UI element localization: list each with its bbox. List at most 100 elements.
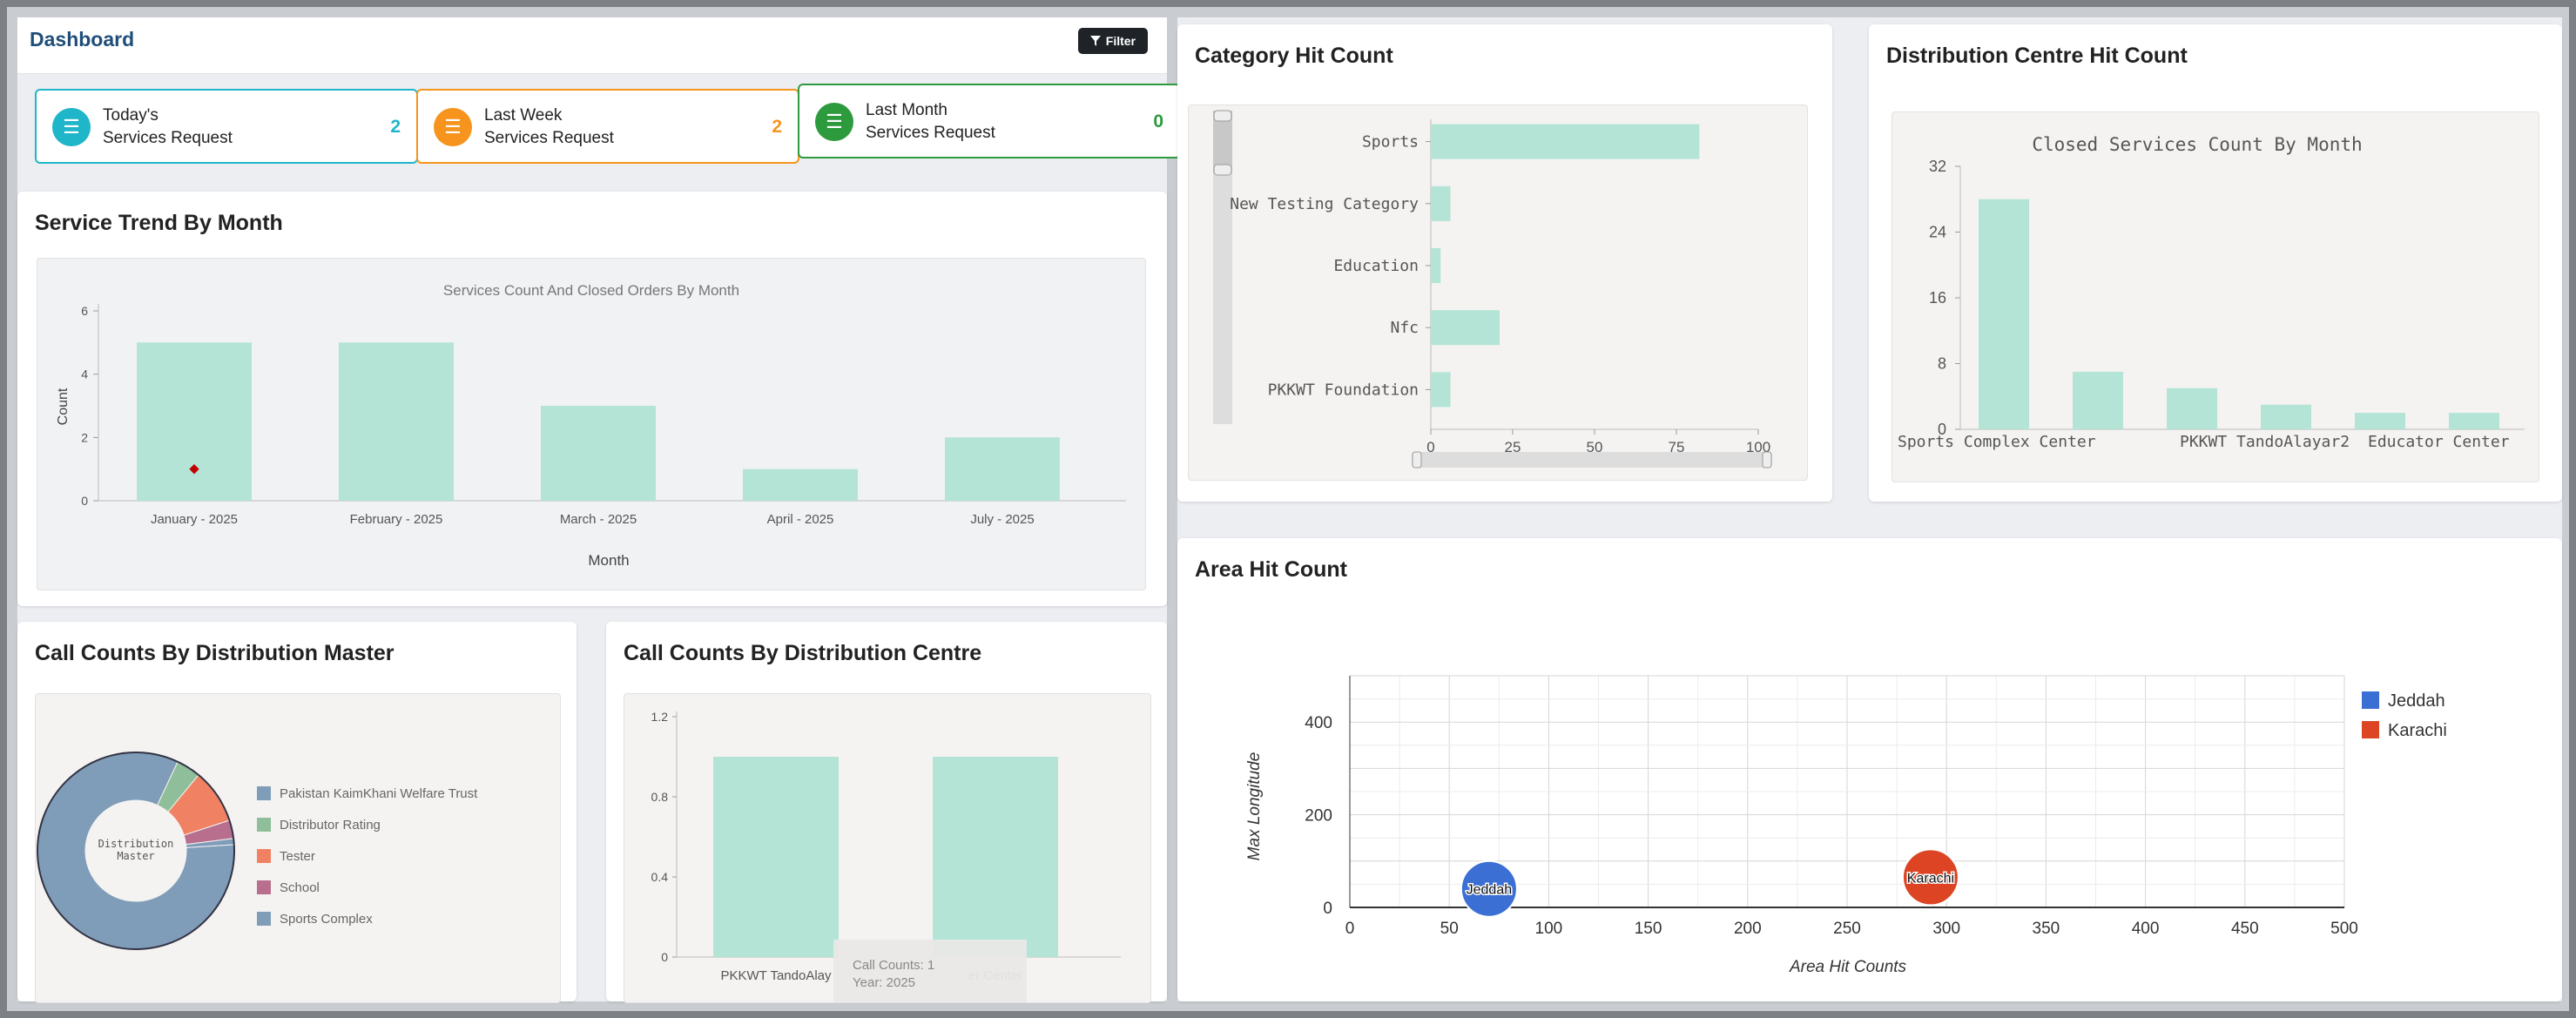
y-tick-label: 0 bbox=[661, 950, 668, 964]
x-axis-label: Area Hit Counts bbox=[1789, 958, 1907, 976]
x-tick-label: 450 bbox=[2231, 920, 2259, 938]
y-tick-label: 0 bbox=[81, 494, 88, 508]
list-icon: ☰ bbox=[815, 103, 853, 141]
y-tick-label: 0 bbox=[1323, 900, 1332, 918]
y-tick-label: 24 bbox=[1929, 224, 1946, 241]
bar bbox=[2073, 371, 2123, 429]
x-tick-label: 0 bbox=[1426, 439, 1434, 455]
bar bbox=[2261, 404, 2311, 429]
chart-title: Services Count And Closed Orders By Mont… bbox=[443, 282, 739, 299]
bar bbox=[713, 757, 839, 957]
y-tick-label: Sports bbox=[1362, 133, 1419, 152]
y-axis-label: Max Longitude bbox=[1245, 752, 1264, 861]
scrollbar-handle bbox=[1213, 110, 1232, 122]
bar bbox=[933, 757, 1058, 957]
chart-area: Distribution Master Pakistan KaimKhani Wel… bbox=[35, 693, 561, 1003]
call-centre-card: Call Counts By Distribution Centre 0 0.4 0… bbox=[606, 622, 1167, 1003]
list-icon: ☰ bbox=[52, 108, 91, 146]
filter-icon bbox=[1089, 36, 1101, 46]
x-tick-label: 100 bbox=[1535, 920, 1563, 938]
tooltip-line: Call Counts: 1 bbox=[853, 958, 934, 973]
stat-label-line1: Last Month bbox=[866, 101, 947, 119]
pie-outline bbox=[37, 752, 235, 950]
page-title: Dashboard bbox=[30, 28, 135, 51]
x-tick-label: PKKWT TandoAlayar2 bbox=[2180, 433, 2350, 451]
legend-swatch bbox=[257, 818, 271, 832]
right-dashboard-panel: Category Hit Count Sports New Testing Cat… bbox=[1177, 17, 2562, 1001]
bar bbox=[743, 469, 858, 501]
y-axis-label: Count bbox=[56, 388, 71, 425]
x-tick-label: 75 bbox=[1669, 439, 1685, 455]
x-tick-label: 50 bbox=[1587, 439, 1603, 455]
tooltip-box bbox=[833, 940, 1027, 1002]
x-tick-label: 100 bbox=[1746, 439, 1770, 455]
centre-hit-chart: Closed Services Count By Month 0 8 16 24 32 Sp… bbox=[1898, 134, 2525, 451]
legend-label: Tester bbox=[280, 849, 315, 864]
legend-label: Jeddah bbox=[2388, 691, 2445, 711]
bubble bbox=[1460, 860, 1518, 918]
y-tick-label: 2 bbox=[81, 430, 88, 444]
x-tick-label: February - 2025 bbox=[350, 512, 443, 527]
x-tick-label: 50 bbox=[1440, 920, 1459, 938]
y-tick-label: 0.4 bbox=[651, 870, 669, 884]
filter-button-label: Filter bbox=[1105, 34, 1136, 48]
card-title: Call Counts By Distribution Centre bbox=[624, 641, 982, 665]
legend-swatch bbox=[257, 786, 271, 800]
bar bbox=[541, 406, 656, 501]
legend-swatch bbox=[257, 912, 271, 926]
x-tick-label: July - 2025 bbox=[970, 512, 1034, 527]
stat-card-last-month[interactable]: ☰ Last Month Services Request 0 bbox=[798, 84, 1181, 158]
x-axis-label: Month bbox=[588, 552, 629, 569]
card-title: Category Hit Count bbox=[1195, 44, 1393, 68]
list-icon: ☰ bbox=[434, 108, 472, 146]
y-tick-label: PKKWT Foundation bbox=[1268, 381, 1419, 399]
chart-area: Services Count And Closed Orders By Mont… bbox=[37, 258, 1146, 590]
stat-label-line1: Last Week bbox=[484, 106, 563, 125]
y-tick-label: 400 bbox=[1305, 714, 1332, 732]
y-tick-label: 0.8 bbox=[651, 790, 669, 804]
x-tick-label: January - 2025 bbox=[151, 512, 238, 527]
legend-label: Pakistan KaimKhani Welfare Trust bbox=[280, 786, 478, 801]
y-tick-label: 4 bbox=[81, 367, 88, 381]
legend-swatch bbox=[257, 880, 271, 894]
x-tick-label: PKKWT TandoAlay bbox=[720, 968, 832, 983]
tooltip-line: Year: 2025 bbox=[853, 975, 915, 990]
card-title: Call Counts By Distribution Master bbox=[35, 641, 394, 665]
chart-title: Closed Services Count By Month bbox=[2032, 134, 2362, 155]
bar bbox=[1431, 248, 1441, 283]
call-master-card: Call Counts By Distribution Master Distr… bbox=[17, 622, 577, 1003]
stat-label-line2: Services Request bbox=[484, 129, 614, 147]
bar bbox=[137, 342, 252, 501]
horizontal-scrollbar bbox=[1412, 452, 1772, 468]
stat-card-last-week[interactable]: ☰ Last Week Services Request 2 bbox=[416, 89, 799, 164]
y-tick-label: 1.2 bbox=[651, 710, 669, 724]
x-tick-label: 500 bbox=[2330, 920, 2358, 938]
stat-label-line2: Services Request bbox=[866, 124, 995, 142]
x-tick-label: 350 bbox=[2033, 920, 2060, 938]
stat-value: 2 bbox=[390, 117, 401, 137]
bar bbox=[1431, 124, 1700, 159]
bar bbox=[2355, 413, 2405, 429]
service-trend-card: Service Trend By Month Services Count An… bbox=[17, 192, 1167, 606]
stat-label-line2: Services Request bbox=[103, 129, 233, 147]
legend-swatch bbox=[2362, 691, 2379, 709]
centre-hit-card: Distribution Centre Hit Count Closed Ser… bbox=[1869, 24, 2562, 502]
area-hit-card: Area Hit Count 0 50 100 150 200 250 300 350 400 4… bbox=[1177, 538, 2562, 1001]
stat-card-today[interactable]: ☰ Today's Services Request 2 bbox=[35, 89, 418, 164]
stat-label-line1: Today's bbox=[103, 106, 158, 125]
bar bbox=[1431, 372, 1451, 408]
card-title: Distribution Centre Hit Count bbox=[1886, 44, 2188, 68]
pie-center-label: Master bbox=[117, 850, 154, 862]
legend-label: Sports Complex bbox=[280, 912, 373, 927]
x-tick-label: 200 bbox=[1734, 920, 1762, 938]
legend-swatch bbox=[257, 849, 271, 863]
x-tick-label: 25 bbox=[1505, 439, 1521, 455]
y-tick-label: Nfc bbox=[1390, 319, 1419, 337]
bar bbox=[1431, 310, 1500, 346]
filter-button[interactable]: Filter bbox=[1077, 28, 1148, 54]
y-tick-label: New Testing Category bbox=[1230, 195, 1419, 213]
scrollbar-thumb bbox=[1213, 111, 1232, 173]
bar bbox=[339, 342, 454, 501]
